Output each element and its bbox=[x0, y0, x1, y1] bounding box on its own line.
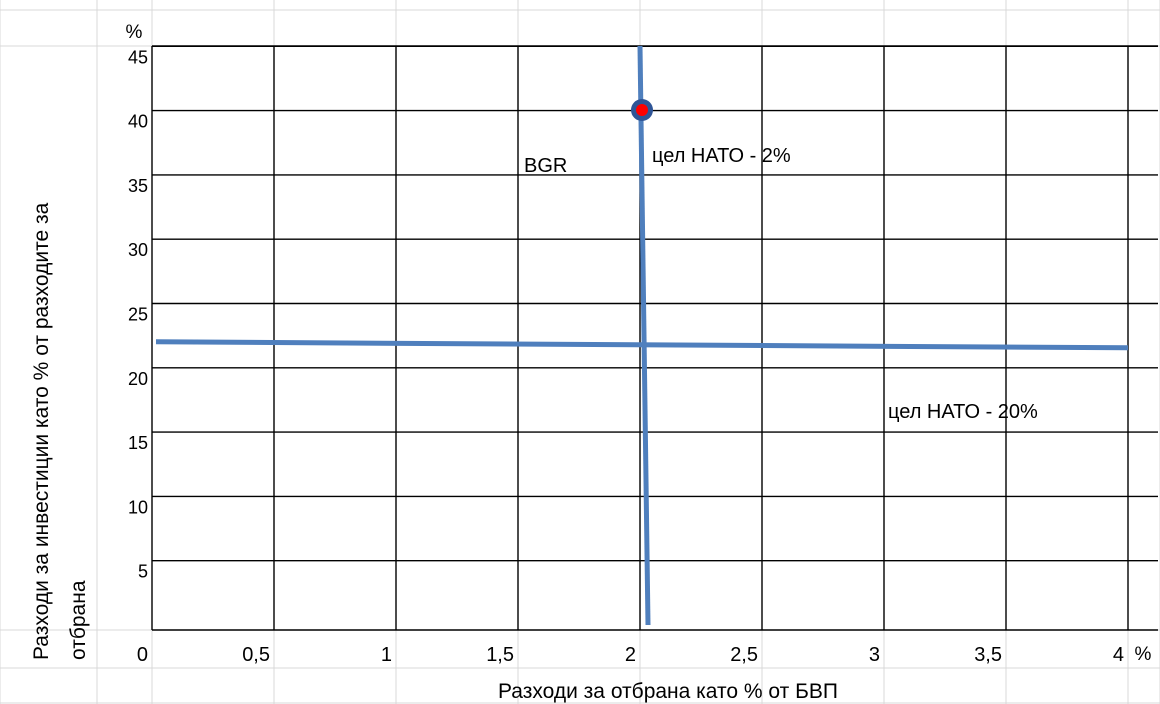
y-tick-label: 30 bbox=[128, 240, 148, 260]
data-points bbox=[631, 99, 653, 121]
x-tick-labels: 0 0,5 1 1,5 2 2,5 3 3,5 4 bbox=[137, 644, 1124, 666]
bgr-point bbox=[636, 104, 648, 116]
annotations: цел НАТО - 2% цел НАТО - 20% BGR bbox=[524, 145, 1038, 423]
y-tick-label: 45 bbox=[128, 47, 148, 67]
x-tick-label: 4 bbox=[1113, 644, 1124, 666]
y-tick-labels: 5 10 15 20 25 30 35 40 45 bbox=[128, 47, 148, 581]
y-unit-label: % bbox=[126, 22, 143, 43]
y-axis-title-line2: отбрана bbox=[67, 580, 90, 660]
y-tick-label: 15 bbox=[128, 433, 148, 453]
x-unit-label: % bbox=[1135, 644, 1152, 665]
y-axis-title-line1: Разходи за инвестиции като % от разходит… bbox=[30, 202, 53, 660]
y-tick-label: 10 bbox=[128, 497, 148, 517]
x-tick-label: 2,5 bbox=[730, 644, 758, 666]
x-axis-title: Разходи за отбрана като % от БВП bbox=[498, 680, 838, 703]
y-tick-label: 5 bbox=[138, 562, 148, 582]
x-tick-label: 1,5 bbox=[486, 644, 514, 666]
y-tick-label: 25 bbox=[128, 305, 148, 325]
x-tick-label: 1 bbox=[381, 644, 392, 666]
y-tick-label: 20 bbox=[128, 369, 148, 389]
chart-grid bbox=[151, 45, 1158, 631]
nato-2pct-reference-line bbox=[637, 45, 651, 626]
y-tick-label: 40 bbox=[128, 112, 148, 132]
y-tick-label: 35 bbox=[128, 176, 148, 196]
nato-2pct-label: цел НАТО - 2% bbox=[652, 145, 791, 167]
bgr-point-label: BGR bbox=[524, 155, 567, 177]
x-tick-label: 2 bbox=[625, 644, 636, 666]
reference-lines bbox=[155, 45, 1129, 626]
x-tick-label: 3,5 bbox=[974, 644, 1002, 666]
x-tick-label: 0,5 bbox=[242, 644, 270, 666]
nato-20pct-reference-line bbox=[155, 339, 1129, 351]
x-tick-label: 3 bbox=[869, 644, 880, 666]
x-tick-label: 0 bbox=[137, 644, 148, 666]
nato-20pct-label: цел НАТО - 20% bbox=[888, 401, 1038, 423]
